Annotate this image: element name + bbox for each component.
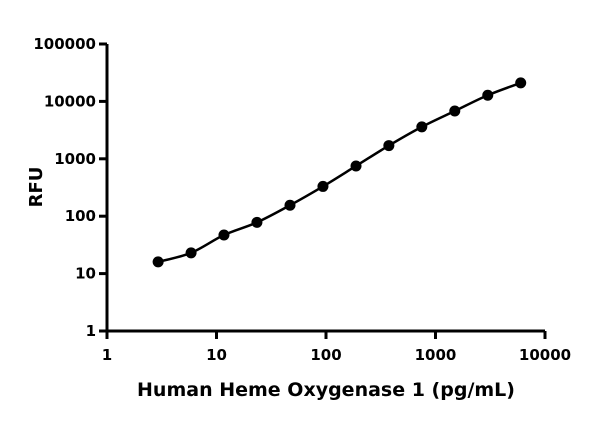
data-point-3 — [251, 216, 263, 228]
data-point-0 — [152, 256, 164, 268]
data-point-5 — [317, 180, 329, 192]
y-tick-label-4: 10000 — [44, 92, 96, 110]
y-tick-label-1: 10 — [75, 265, 96, 283]
x-tick-label-4: 10000 — [519, 346, 571, 364]
data-point-11 — [515, 77, 527, 89]
data-point-9 — [449, 105, 461, 117]
y-tick-label-0: 1 — [86, 322, 96, 340]
x-tick-label-1: 10 — [206, 346, 227, 364]
x-tick-label-0: 1 — [102, 346, 112, 364]
y-tick-label-3: 1000 — [54, 150, 96, 168]
x-tick-label-2: 100 — [310, 346, 341, 364]
ticks — [99, 42, 547, 339]
data-point-7 — [383, 140, 395, 152]
x-axis-title: Human Heme Oxygenase 1 (pg/mL) — [137, 379, 515, 401]
data-point-4 — [284, 199, 296, 211]
tick-labels: 1 10 100 1000 10000 1 10 100 1000 10000 100000 — [33, 35, 571, 364]
data-point-6 — [350, 160, 362, 172]
x-tick-label-3: 1000 — [415, 346, 457, 364]
data-points — [152, 77, 527, 268]
y-tick-label-2: 100 — [65, 207, 96, 225]
data-point-10 — [482, 89, 494, 101]
data-point-2 — [218, 229, 230, 241]
y-tick-label-5: 100000 — [33, 35, 96, 53]
fit-curve — [157, 81, 522, 264]
y-axis-title: RFU — [26, 167, 47, 208]
data-point-1 — [185, 247, 197, 259]
data-point-8 — [416, 121, 428, 133]
